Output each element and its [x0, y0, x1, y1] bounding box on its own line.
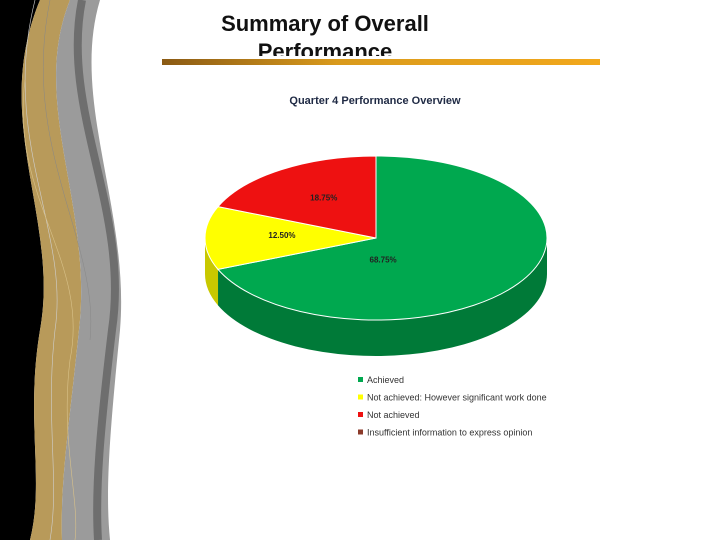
- legend-swatch-2: [358, 394, 363, 400]
- chart-legend: Achieved Not achieved: However significan…: [358, 375, 547, 438]
- pie-slice-3-label: 18.75%: [310, 194, 337, 203]
- chart-title: Quarter 4 Performance Overview: [289, 95, 461, 107]
- legend-swatch-3: [358, 412, 363, 417]
- legend-label-2: Not achieved: However significant work d…: [367, 393, 547, 403]
- legend-label-1: Achieved: [367, 375, 404, 385]
- legend-label-3: Not achieved: [367, 410, 420, 420]
- legend-swatch-1: [358, 377, 363, 382]
- slide-title: Summary of Overall Performance: [221, 11, 429, 56]
- pie-slice-1-side: [218, 238, 547, 356]
- pie-slice-2: [204, 206, 377, 270]
- pie-slice-1: [217, 155, 548, 321]
- pie-slice-1-label: 68.75%: [370, 255, 397, 264]
- legend-swatch-4: [358, 429, 363, 435]
- pie-slice-3: [217, 155, 377, 239]
- pie-top-group: [204, 155, 548, 321]
- pie-labels-group: 68.75% 12.50% 18.75%: [268, 194, 396, 265]
- title-underline: [162, 59, 600, 65]
- legend-label-4: Insufficient information to express opin…: [367, 428, 532, 438]
- pie-slice-2-label: 12.50%: [268, 231, 295, 240]
